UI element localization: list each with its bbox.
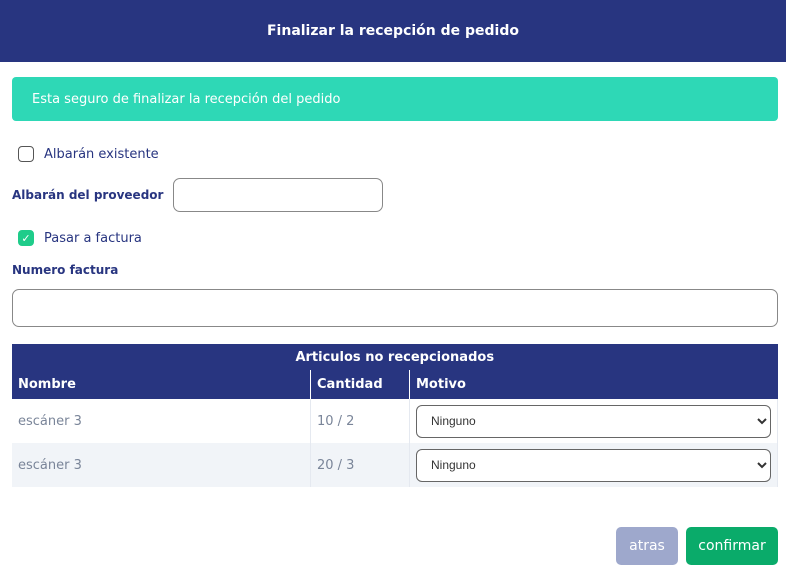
header-cantidad: Cantidad bbox=[310, 370, 410, 399]
numero-factura-label: Numero factura bbox=[12, 263, 119, 277]
cell-motivo: Ninguno bbox=[409, 399, 778, 443]
pasar-factura-checkbox[interactable]: ✓ Pasar a factura bbox=[18, 230, 142, 246]
cell-motivo: Ninguno bbox=[409, 443, 778, 487]
table-row: escáner 3 10 / 2 Ninguno bbox=[12, 399, 778, 443]
motivo-select[interactable]: Ninguno bbox=[416, 448, 771, 482]
checkbox-checked-icon[interactable]: ✓ bbox=[18, 230, 34, 246]
albaran-proveedor-label: Albarán del proveedor bbox=[12, 188, 164, 202]
confirmation-alert: Esta seguro de finalizar la recepción de… bbox=[12, 77, 778, 121]
table-row: escáner 3 20 / 3 Ninguno bbox=[12, 443, 778, 487]
cell-nombre: escáner 3 bbox=[12, 443, 311, 487]
dialog-header: Finalizar la recepción de pedido bbox=[0, 0, 786, 62]
confirm-button[interactable]: confirmar bbox=[686, 527, 778, 565]
dialog-title: Finalizar la recepción de pedido bbox=[266, 23, 519, 39]
cell-cantidad: 10 / 2 bbox=[310, 399, 410, 443]
albaran-existente-label: Albarán existente bbox=[44, 146, 159, 162]
pasar-factura-label: Pasar a factura bbox=[44, 230, 142, 246]
articulos-table: Articulos no recepcionados Nombre Cantid… bbox=[12, 344, 778, 487]
header-nombre: Nombre bbox=[12, 370, 311, 399]
table-title: Articulos no recepcionados bbox=[12, 344, 778, 370]
cell-nombre: escáner 3 bbox=[12, 399, 311, 443]
header-motivo: Motivo bbox=[409, 370, 778, 399]
albaran-existente-checkbox[interactable]: Albarán existente bbox=[18, 146, 159, 162]
cell-cantidad: 20 / 3 bbox=[310, 443, 410, 487]
motivo-select[interactable]: Ninguno bbox=[416, 404, 771, 438]
checkbox-unchecked-icon[interactable] bbox=[18, 146, 34, 162]
back-button[interactable]: atras bbox=[616, 527, 678, 565]
albaran-proveedor-input[interactable] bbox=[173, 178, 383, 212]
numero-factura-input[interactable] bbox=[12, 289, 778, 327]
